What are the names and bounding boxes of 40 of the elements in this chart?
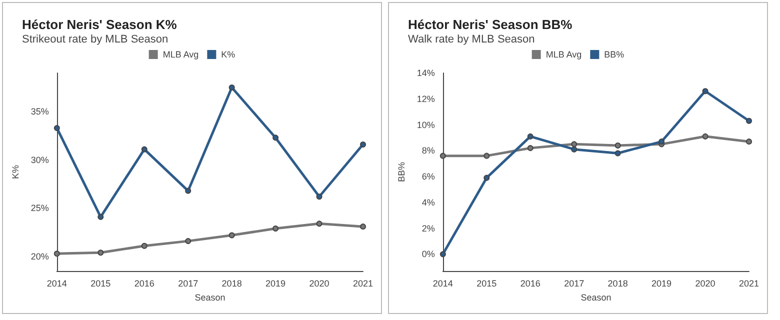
y-tick-label: 0% [422,249,435,260]
x-axis-title: Season [580,292,612,302]
y-tick-label: 10% [416,120,435,130]
y-tick-label: 12% [416,94,435,104]
x-axis-title: Season [194,292,226,302]
chart-subtitle: Strikeout rate by MLB Season [22,34,168,46]
x-tick-label: 2014 [46,278,67,288]
x-tick-label: 2020 [309,278,330,288]
x-tick-label: 2018 [222,278,242,288]
x-tick-label: 2019 [652,278,672,288]
x-tick-label: 2014 [432,278,453,288]
x-tick-label: 2017 [178,278,198,288]
legend-label: K% [221,50,236,60]
y-tick-label: 14% [416,68,435,78]
y-tick-label: 35% [30,106,49,117]
x-tick-label: 2021 [352,278,374,288]
y-axis-title: K% [10,164,20,180]
x-tick-label: 2019 [266,278,286,288]
x-tick-label: 2020 [695,278,716,288]
y-tick-label: 6% [422,172,435,182]
y-tick-label: 2% [422,223,435,234]
chart-title: Héctor Neris' Season K% [22,17,178,32]
chart-subtitle: Walk rate by MLB Season [408,34,535,46]
legend-label: MLB Avg [546,50,582,60]
x-tick-label: 2018 [608,278,628,288]
chart-title: Héctor Neris' Season BB% [408,17,573,32]
x-tick-label: 2015 [90,278,111,288]
x-tick-label: 2015 [476,278,497,288]
y-tick-label: 8% [422,146,435,156]
x-tick-label: 2016 [134,278,154,288]
x-tick-label: 2021 [738,278,760,288]
y-tick-label: 4% [422,197,435,208]
y-tick-label: 25% [30,203,49,214]
x-tick-label: 2017 [564,278,584,288]
y-axis-title: BB% [396,162,406,182]
y-tick-label: 30% [30,154,49,165]
y-tick-label: 20% [30,252,49,262]
legend-label: BB% [604,50,624,60]
x-tick-label: 2016 [520,278,540,288]
legend-label: MLB Avg [162,50,199,60]
